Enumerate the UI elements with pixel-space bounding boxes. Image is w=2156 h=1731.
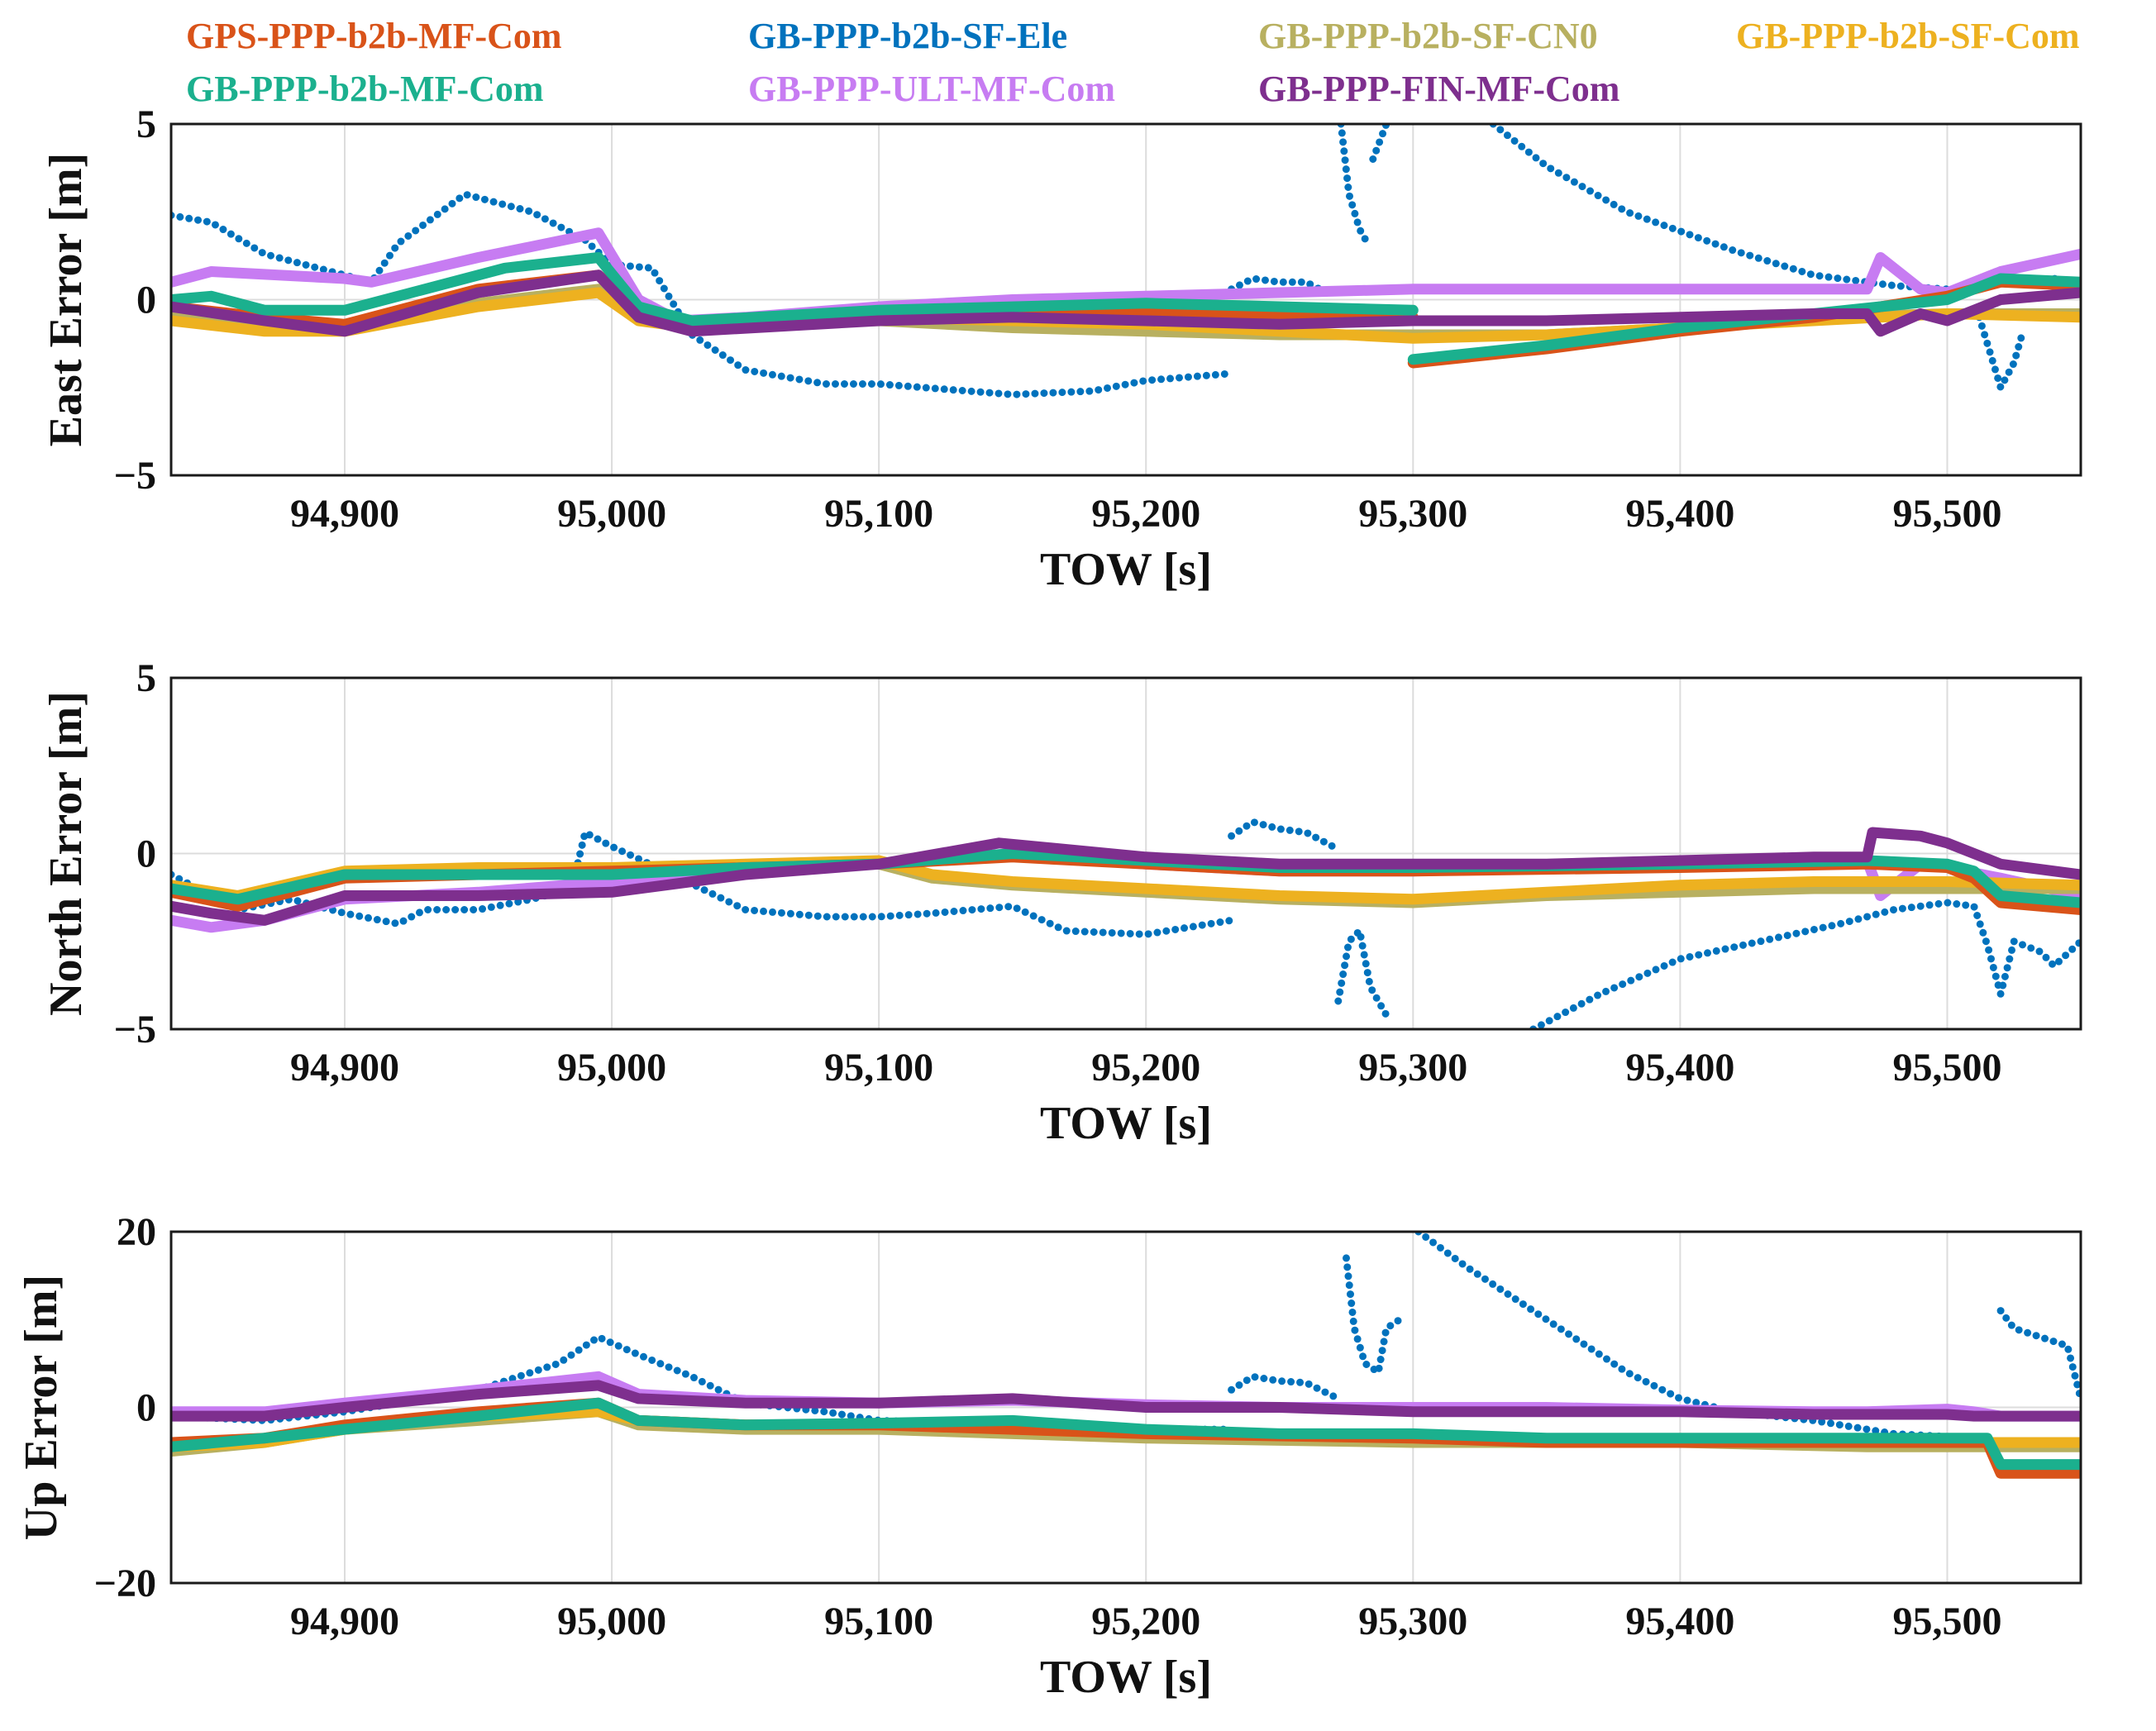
series-line-gb-ppp-b2b-sf-ele	[1228, 1372, 1343, 1403]
plot-frame	[169, 676, 2082, 1031]
x-tick-label: 95,100	[824, 492, 933, 536]
x-tick-label: 95,300	[1358, 1046, 1467, 1090]
x-tick-label: 94,900	[290, 1046, 399, 1090]
y-tick-label: 0	[136, 832, 156, 876]
legend-entry-gps-ppp-b2b-mf-com: GPS-PPP-b2b-MF-Com	[186, 16, 562, 56]
plot-frame	[169, 122, 2082, 477]
legend-entry-gb-ppp-b2b-sf-com: GB-PPP-b2b-SF-Com	[1736, 16, 2080, 56]
series-line-gb-ppp-b2b-sf-ele	[1489, 124, 2081, 293]
plot-frame	[169, 1230, 2082, 1585]
x-axis-title: TOW [s]	[1040, 1652, 1212, 1703]
y-tick-label: 5	[136, 656, 156, 700]
x-tick-label: 95,500	[1892, 1600, 2001, 1643]
y-axis-title: East Error [m]	[41, 153, 92, 447]
x-tick-label: 94,900	[290, 492, 399, 536]
panel-up: 94,900 95,000 95,100 95,200 95,300 95,400 95,5…	[16, 1210, 2082, 1703]
x-tick-label: 95,400	[1625, 492, 1734, 536]
series-line-gb-ppp-b2b-sf-ele	[1414, 1232, 1978, 1442]
y-tick-label: 0	[136, 1386, 156, 1430]
panel-east: 94,900 95,000 95,100 95,200 95,300 95,400 95,5…	[41, 103, 2082, 595]
series-line-gb-ppp-b2b-sf-ele	[1975, 313, 2026, 392]
series-line-gb-ppp-b2b-sf-ele	[1343, 1254, 1404, 1376]
x-tick-label: 95,100	[824, 1600, 933, 1643]
x-tick-label: 95,400	[1625, 1046, 1734, 1090]
x-tick-label: 95,000	[557, 492, 666, 536]
x-tick-label: 95,300	[1358, 1600, 1467, 1643]
x-tick-label: 95,000	[557, 1600, 666, 1643]
panel-north: 94,900 95,000 95,100 95,200 95,300 95,400 95,5…	[41, 656, 2082, 1149]
x-tick-label: 95,000	[557, 1046, 666, 1090]
series-group	[171, 818, 2081, 1029]
x-tick-label: 95,500	[1892, 1046, 2001, 1090]
x-tick-label: 95,100	[824, 1046, 933, 1090]
series-line-gb-ppp-b2b-sf-ele	[171, 828, 1236, 938]
series-line-gb-ppp-b2b-sf-ele	[1529, 899, 2081, 1029]
legend-entry-gb-ppp-ult-mf-com: GB-PPP-ULT-MF-Com	[748, 69, 1115, 109]
series-group	[171, 1232, 2081, 1479]
series-line-gb-ppp-fin-mf-com	[171, 269, 2081, 337]
series-line-gb-ppp-fin-mf-com	[171, 827, 2081, 926]
y-tick-label: 5	[136, 103, 156, 146]
legend-entry-gb-ppp-b2b-sf-ele: GB-PPP-b2b-SF-Ele	[748, 16, 1067, 56]
series-line-gb-ppp-b2b-sf-ele	[1334, 927, 1390, 1019]
legend-entry-gb-ppp-fin-mf-com: GB-PPP-FIN-MF-Com	[1258, 69, 1619, 109]
x-tick-label: 95,200	[1091, 1046, 1200, 1090]
legend: GPS-PPP-b2b-MF-Com GB-PPP-b2b-SF-Ele GB-…	[186, 16, 2080, 109]
y-tick-label: −5	[114, 454, 156, 498]
series-line-gb-ppp-b2b-sf-ele	[1369, 124, 1390, 163]
x-axis-title: TOW [s]	[1040, 1098, 1212, 1149]
x-tick-label: 95,300	[1358, 492, 1467, 536]
x-tick-label: 95,200	[1091, 492, 1200, 536]
legend-entry-gb-ppp-b2b-sf-cn0: GB-PPP-b2b-SF-CN0	[1258, 16, 1598, 56]
series-line-gb-ppp-ult-mf-com	[171, 227, 2081, 327]
y-tick-label: −20	[94, 1562, 156, 1605]
y-tick-label: 20	[117, 1210, 156, 1254]
series-line-gb-ppp-fin-mf-com	[171, 1380, 2081, 1422]
series-line-gb-ppp-b2b-sf-ele	[1996, 1307, 2081, 1403]
series-line-gb-ppp-b2b-mf-com	[171, 252, 1419, 327]
series-line-gb-ppp-b2b-sf-ele	[171, 1333, 1236, 1433]
series-line-gb-ppp-b2b-sf-ele	[1337, 124, 1371, 247]
x-tick-label: 95,500	[1892, 492, 2001, 536]
series-line-gb-ppp-b2b-sf-com	[171, 855, 2081, 905]
y-axis-title: Up Error [m]	[16, 1275, 67, 1540]
x-tick-label: 95,200	[1091, 1600, 1200, 1643]
series-group	[171, 124, 2081, 398]
legend-entry-gb-ppp-b2b-mf-com: GB-PPP-b2b-MF-Com	[186, 69, 544, 109]
y-tick-label: −5	[114, 1008, 156, 1051]
series-line-gb-ppp-b2b-mf-com	[171, 1397, 2081, 1471]
x-tick-label: 94,900	[290, 1600, 399, 1643]
y-axis-title: North Error [m]	[41, 691, 92, 1016]
x-axis-title: TOW [s]	[1040, 544, 1212, 595]
y-tick-label: 0	[136, 279, 156, 322]
x-tick-label: 95,400	[1625, 1600, 1734, 1643]
series-line-gb-ppp-b2b-sf-ele	[1228, 818, 1337, 851]
